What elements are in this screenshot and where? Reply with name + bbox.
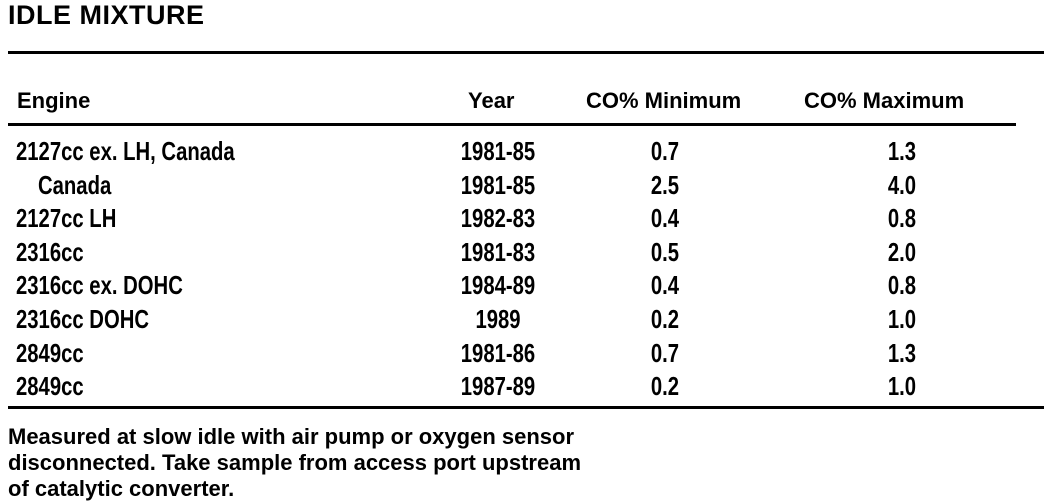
cell-engine: Canada xyxy=(38,169,112,200)
page-title: IDLE MIXTURE xyxy=(8,0,205,30)
cell-co-min: 0.4 xyxy=(650,270,680,301)
cell-co-max: 1.3 xyxy=(887,136,917,166)
cell-co-max: 2.0 xyxy=(887,236,917,267)
cell-year: 1989 xyxy=(475,304,521,334)
cell-engine: 2127cc ex. LH, Canada xyxy=(16,136,235,166)
header-year: Year xyxy=(468,88,515,113)
header-co-maximum: CO% Maximum xyxy=(804,88,965,113)
cell-year: 1987-89 xyxy=(460,371,536,402)
footnote-line: of catalytic converter. xyxy=(8,476,235,501)
cell-co-max: 1.3 xyxy=(887,337,917,368)
header-engine: Engine xyxy=(17,88,91,113)
cell-engine: 2316cc xyxy=(16,236,84,267)
cell-year: 1981-83 xyxy=(460,236,536,267)
footnote-line: disconnected. Take sample from access po… xyxy=(8,450,582,475)
cell-engine: 2316cc ex. DOHC xyxy=(16,270,183,301)
bottom-divider xyxy=(8,406,1044,409)
cell-co-min: 0.5 xyxy=(650,236,680,267)
cell-co-min: 0.4 xyxy=(650,203,680,234)
footnote: Measured at slow idle with air pump or o… xyxy=(8,424,748,502)
cell-co-max: 0.8 xyxy=(887,270,917,301)
cell-co-max: 4.0 xyxy=(887,169,917,200)
cell-year: 1981-85 xyxy=(460,169,536,200)
cell-engine: 2316cc DOHC xyxy=(16,304,150,334)
cell-year: 1981-85 xyxy=(460,136,536,166)
cell-year: 1981-86 xyxy=(460,337,536,368)
header-co-minimum: CO% Minimum xyxy=(586,88,742,113)
top-divider xyxy=(8,51,1044,54)
cell-co-max: 1.0 xyxy=(887,304,917,334)
cell-co-min: 0.2 xyxy=(650,371,680,402)
cell-year: 1984-89 xyxy=(460,270,536,301)
cell-co-min: 0.7 xyxy=(650,136,680,166)
footnote-line: Measured at slow idle with air pump or o… xyxy=(8,424,575,449)
cell-co-min: 0.2 xyxy=(650,304,680,334)
cell-co-max: 0.8 xyxy=(887,203,917,234)
cell-year: 1982-83 xyxy=(460,203,536,234)
cell-co-min: 0.7 xyxy=(650,337,680,368)
cell-engine: 2127cc LH xyxy=(16,203,117,234)
cell-co-min: 2.5 xyxy=(650,169,680,200)
cell-engine: 2849cc xyxy=(16,337,84,368)
header-divider xyxy=(8,123,1016,126)
cell-co-max: 1.0 xyxy=(887,371,917,402)
cell-engine: 2849cc xyxy=(16,371,84,402)
